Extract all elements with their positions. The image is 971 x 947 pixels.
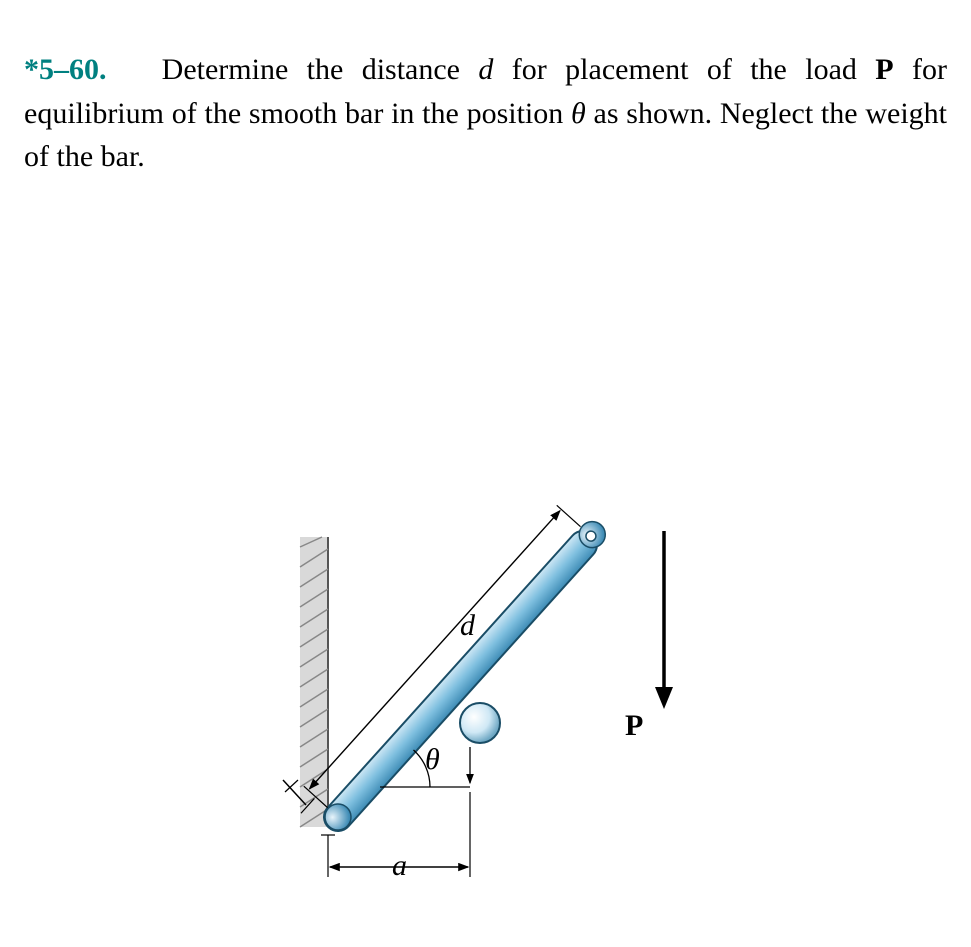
problem-statement: *5–60. Determine the distance d for plac… bbox=[24, 48, 947, 179]
variable-theta: θ bbox=[571, 97, 586, 130]
bar-assembly bbox=[289, 494, 611, 843]
text-segment: for placement of the load bbox=[493, 53, 875, 86]
variable-P: P bbox=[875, 53, 893, 86]
problem-number: *5–60. bbox=[24, 53, 107, 86]
label-d: d bbox=[460, 609, 475, 643]
text-segment: Determine the distance bbox=[162, 53, 479, 86]
label-P: P bbox=[625, 709, 643, 743]
load-P-arrow bbox=[655, 531, 673, 709]
label-theta: θ bbox=[425, 743, 440, 777]
peg bbox=[460, 703, 500, 743]
label-a: a bbox=[392, 849, 407, 883]
variable-d: d bbox=[478, 53, 493, 86]
dimension-d bbox=[304, 505, 581, 807]
figure: d θ P a bbox=[0, 227, 971, 947]
